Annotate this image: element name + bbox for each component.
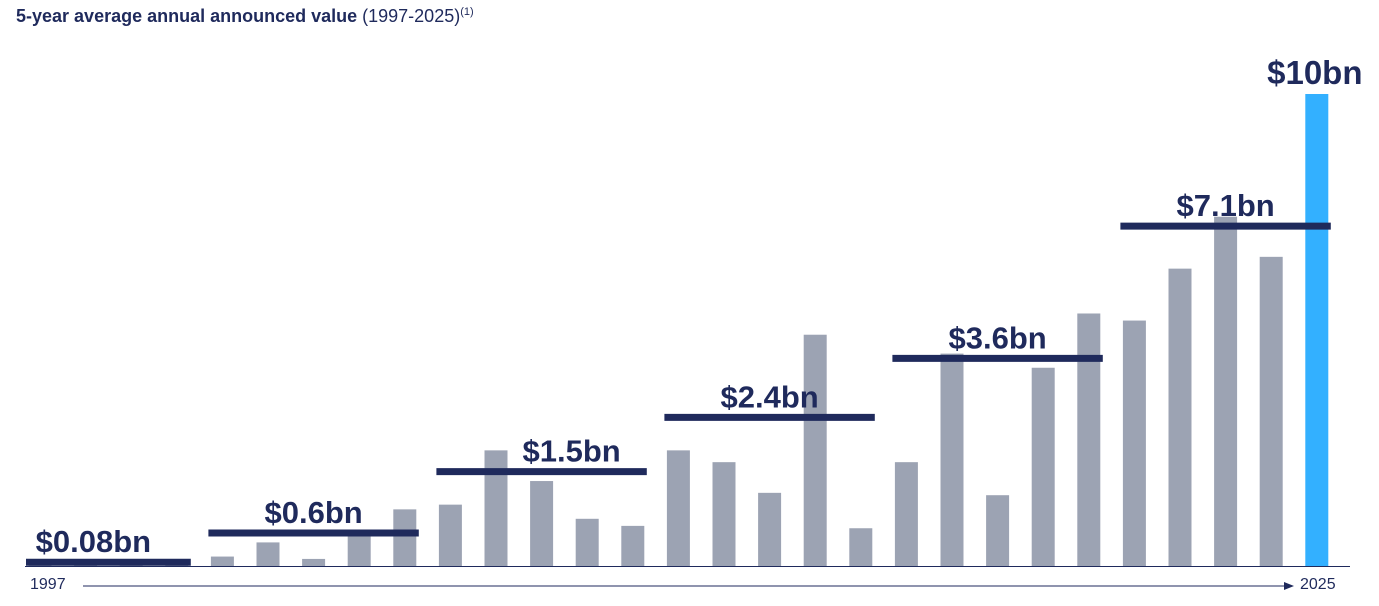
footnote-mark: (1) — [460, 6, 474, 18]
bar — [621, 525, 645, 566]
bar — [393, 509, 417, 566]
arrow-head-icon — [1284, 582, 1294, 590]
bar — [210, 556, 234, 566]
average-label: $0.08bn — [36, 524, 151, 559]
bar — [1031, 367, 1055, 566]
average-label: $7.1bn — [1176, 188, 1274, 223]
bar — [1168, 268, 1192, 566]
bar — [803, 334, 827, 566]
bar — [438, 504, 462, 566]
bar — [575, 518, 599, 566]
bar — [1214, 216, 1238, 566]
bar — [1122, 320, 1146, 566]
chart-title: 5-year average annual announced value (1… — [16, 6, 474, 27]
x-axis-end-label: 2025 — [1300, 576, 1336, 593]
bar — [1259, 256, 1283, 566]
bar-highlight — [1305, 94, 1329, 566]
average-label: $0.6bn — [264, 495, 362, 530]
average-label: $3.6bn — [948, 320, 1046, 355]
bar — [712, 462, 736, 566]
final-value-label: $10bn — [1267, 54, 1362, 91]
bar — [758, 492, 782, 566]
chart-title-bold: 5-year average annual announced value — [16, 6, 358, 26]
bar — [530, 481, 554, 566]
bar — [666, 450, 690, 566]
average-label: $1.5bn — [522, 434, 620, 469]
bar — [256, 542, 280, 566]
bar — [894, 462, 918, 566]
bar — [1077, 313, 1101, 566]
average-label: $2.4bn — [720, 379, 818, 414]
bar — [986, 495, 1010, 566]
bar — [940, 353, 964, 566]
bar — [484, 450, 508, 566]
bar — [347, 535, 371, 566]
chart-title-range: (1997-2025) — [357, 6, 461, 26]
x-axis-start-label: 1997 — [30, 576, 66, 593]
bar — [302, 558, 326, 566]
bar — [849, 528, 873, 566]
